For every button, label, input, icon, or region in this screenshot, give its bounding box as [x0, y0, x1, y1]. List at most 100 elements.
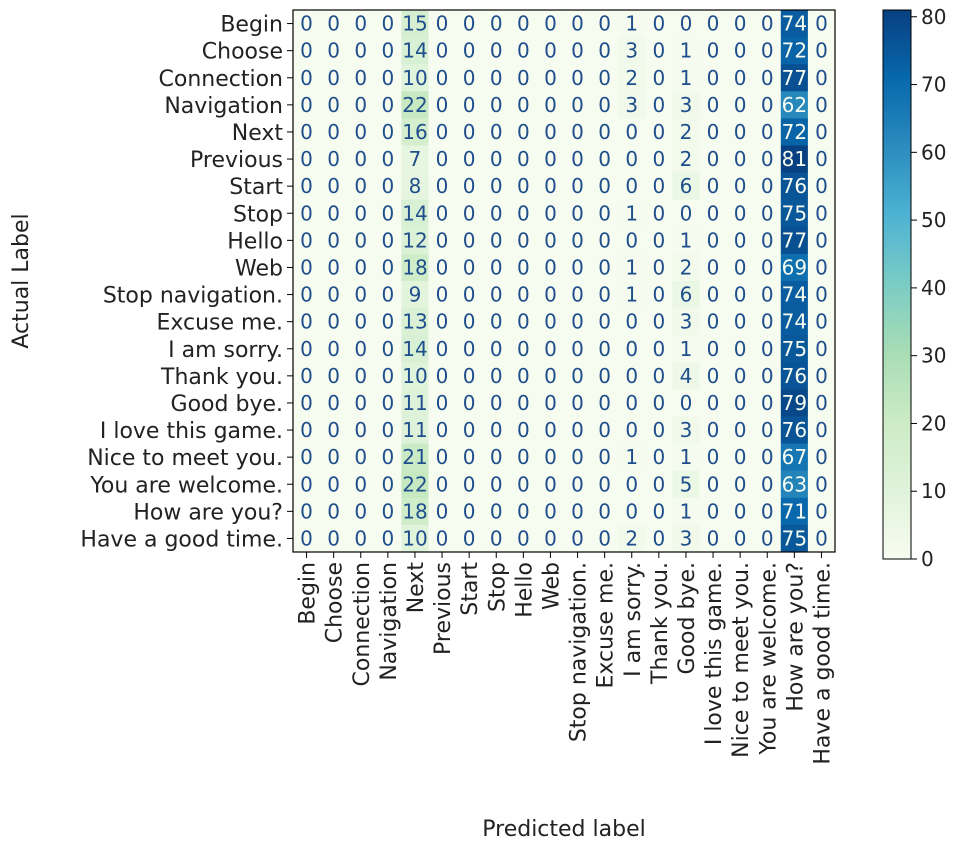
heatmap-cell — [591, 37, 619, 65]
y-tick-label: Stop — [233, 202, 283, 227]
heatmap-cell — [428, 281, 457, 309]
heatmap-cell — [645, 524, 673, 553]
cell-value-label: 0 — [300, 445, 313, 469]
heatmap-cell — [780, 443, 809, 472]
heatmap-cell — [564, 524, 592, 553]
cell-value-label: 0 — [571, 526, 584, 550]
cell-value-label: 0 — [815, 147, 828, 171]
cell-value-label: 74 — [782, 283, 807, 307]
cell-value-label: 0 — [707, 174, 720, 198]
cell-value-label: 0 — [300, 310, 313, 334]
heatmap-cell — [293, 145, 321, 174]
cell-value-label: 0 — [815, 66, 828, 90]
heatmap-cell — [645, 64, 673, 92]
cell-value-label: 0 — [354, 472, 367, 496]
heatmap-cell — [401, 172, 429, 201]
heatmap-cell — [455, 308, 484, 336]
heatmap-cell — [293, 308, 321, 336]
heatmap-cell — [699, 118, 728, 146]
heatmap-cell — [591, 470, 619, 499]
heatmap-cell — [753, 37, 782, 65]
heatmap-cell — [536, 524, 565, 553]
heatmap-cell — [618, 10, 646, 38]
cell-value-label: 0 — [652, 391, 665, 415]
cell-value-label: 0 — [517, 499, 530, 523]
heatmap-cell — [618, 497, 646, 526]
cell-value-label: 0 — [815, 310, 828, 334]
heatmap-cell — [482, 199, 511, 228]
cell-value-label: 0 — [517, 445, 530, 469]
cell-value-label: 0 — [571, 255, 584, 279]
colorbar-tick-label: 30 — [921, 344, 946, 368]
cell-value-label: 79 — [782, 391, 807, 415]
heatmap-cell — [753, 145, 782, 174]
heatmap-cell — [320, 37, 348, 65]
heatmap-cell — [401, 226, 429, 255]
cell-value-label: 0 — [490, 93, 503, 117]
heatmap-cell — [455, 362, 484, 390]
heatmap-cell — [293, 199, 321, 228]
cell-value-label: 0 — [680, 391, 693, 415]
heatmap-cell — [455, 253, 484, 282]
cell-value-label: 0 — [327, 499, 340, 523]
cell-value-label: 0 — [327, 39, 340, 63]
cell-value-label: 76 — [782, 364, 807, 388]
heatmap-cell — [645, 281, 673, 309]
cell-value-label: 0 — [517, 391, 530, 415]
heatmap-cell — [320, 470, 348, 499]
cell-value-label: 0 — [815, 445, 828, 469]
heatmap-cell — [374, 470, 402, 499]
heatmap-cell — [401, 145, 429, 174]
cell-value-label: 0 — [734, 418, 747, 442]
heatmap-cell — [401, 416, 429, 445]
cell-value-label: 0 — [463, 174, 476, 198]
heatmap-cell — [428, 470, 457, 499]
cell-value-label: 0 — [300, 337, 313, 361]
cell-value-label: 0 — [327, 526, 340, 550]
heatmap-cell — [482, 389, 511, 417]
cell-value-label: 0 — [436, 39, 449, 63]
cell-value-label: 3 — [680, 418, 693, 442]
y-tick-label: Nice to meet you. — [87, 446, 283, 471]
cell-value-label: 0 — [707, 147, 720, 171]
heatmap-cell — [672, 253, 700, 282]
heatmap-cell — [509, 91, 538, 119]
cell-value-label: 0 — [354, 66, 367, 90]
heatmap-cell — [591, 362, 619, 390]
cell-value-label: 0 — [436, 499, 449, 523]
cell-value-label: 0 — [381, 228, 394, 252]
x-tick-label: You are welcome. — [756, 562, 781, 756]
cell-value-label: 2 — [625, 526, 638, 550]
heatmap-cell — [618, 308, 646, 336]
cell-value-label: 63 — [782, 472, 807, 496]
cell-value-label: 0 — [707, 39, 720, 63]
heatmap-cell — [564, 416, 592, 445]
cell-value-label: 0 — [544, 66, 557, 90]
cell-value-label: 0 — [625, 120, 638, 144]
cell-value-label: 0 — [761, 310, 774, 334]
cell-value-label: 0 — [571, 310, 584, 334]
heatmap-cell — [807, 389, 836, 417]
heatmap-cell — [455, 10, 484, 38]
colorbar-tick-label: 50 — [921, 208, 946, 232]
cell-value-label: 0 — [761, 499, 774, 523]
cell-value-label: 0 — [490, 228, 503, 252]
cell-value-label: 0 — [436, 526, 449, 550]
cell-value-label: 0 — [463, 499, 476, 523]
heatmap-cell — [645, 253, 673, 282]
cell-value-label: 0 — [300, 255, 313, 279]
heatmap-cell — [536, 172, 565, 201]
heatmap-cell — [455, 172, 484, 201]
heatmap-cell — [753, 253, 782, 282]
cell-value-label: 0 — [327, 174, 340, 198]
cell-value-label: 0 — [517, 12, 530, 36]
cell-value-label: 75 — [782, 526, 807, 550]
cell-value-label: 14 — [402, 39, 427, 63]
heatmap-cell — [455, 470, 484, 499]
cell-value-label: 0 — [517, 147, 530, 171]
cell-value-label: 0 — [652, 310, 665, 334]
heatmap-cell — [347, 226, 375, 255]
heatmap-cell — [428, 335, 457, 363]
heatmap-cell — [726, 199, 755, 228]
